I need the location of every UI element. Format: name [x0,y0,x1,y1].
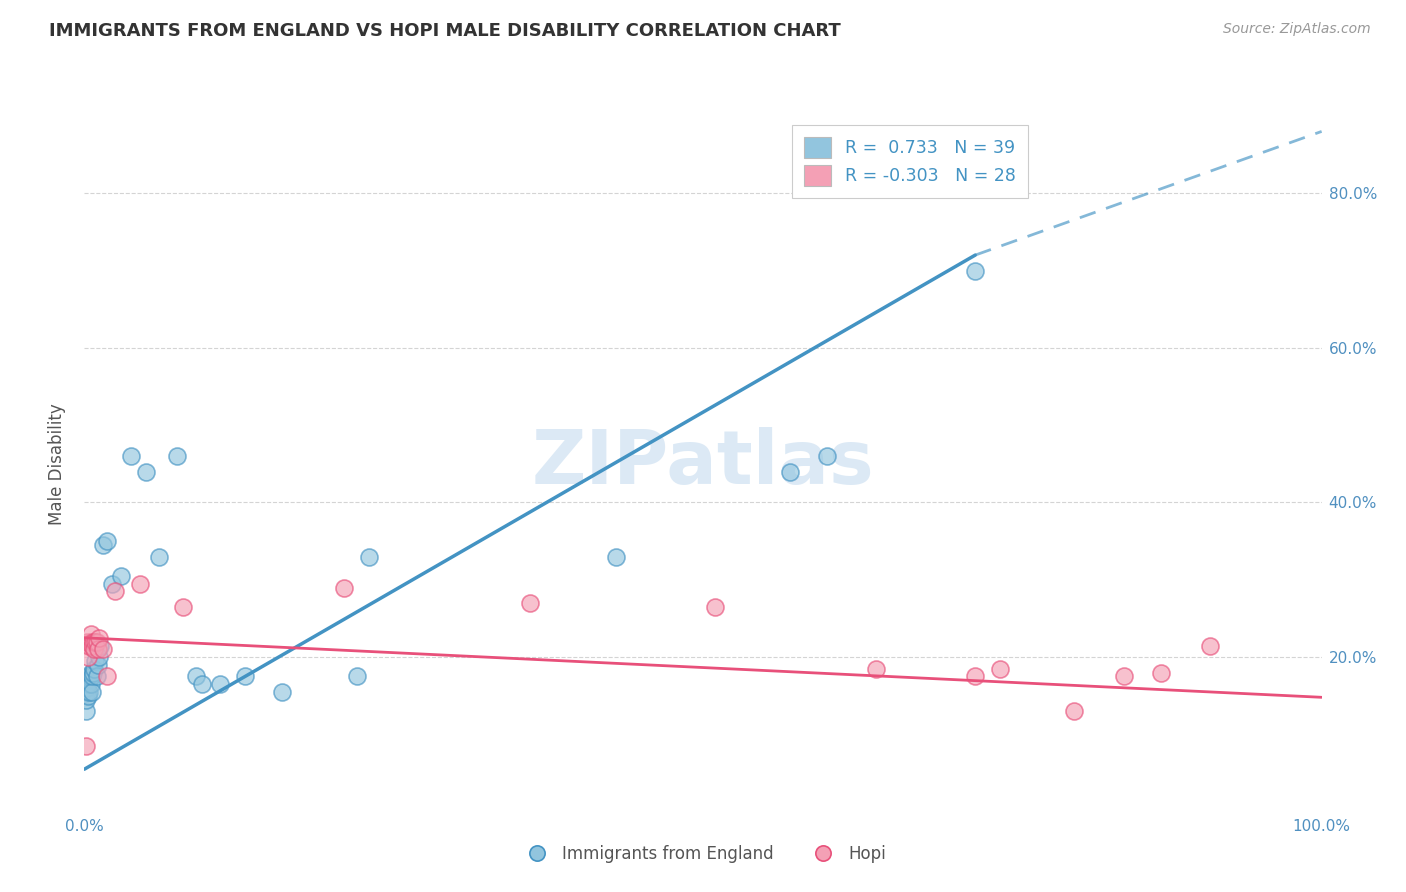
Point [129,576,152,591]
Point [100,576,122,591]
Point [83,642,105,657]
Point [79,677,101,691]
Point [865,662,887,676]
Point [184,669,207,683]
Point [346,669,368,683]
Point [75,704,97,718]
Point [82,665,104,680]
Point [79,669,101,683]
Point [84,654,107,668]
Point [1063,704,1085,718]
Point [1112,669,1135,683]
Point [988,662,1011,676]
Point [76,681,98,695]
Point [96,669,118,683]
Point [357,549,380,564]
Point [148,549,170,564]
Point [76,685,98,699]
Point [76,634,98,648]
Point [166,449,188,463]
Point [79,634,101,648]
Point [79,685,101,699]
Point [89,631,111,645]
Point [172,599,194,614]
Legend: Immigrants from England, Hopi: Immigrants from England, Hopi [513,838,893,870]
Point [75,739,97,753]
Point [965,669,987,683]
Point [110,569,132,583]
Point [96,534,118,549]
Point [120,449,142,463]
Text: Source: ZipAtlas.com: Source: ZipAtlas.com [1223,22,1371,37]
Point [89,650,111,665]
Point [87,642,110,657]
Point [89,639,111,653]
Point [80,669,103,683]
Point [1199,639,1222,653]
Point [87,657,110,672]
Point [86,669,108,683]
Point [91,538,114,552]
Point [91,642,114,657]
Point [779,465,801,479]
Point [209,677,232,691]
Point [77,689,100,703]
Point [76,673,98,688]
Point [1150,665,1173,680]
Point [191,677,214,691]
Point [271,685,294,699]
Point [79,639,101,653]
Point [82,634,104,648]
Point [333,581,356,595]
Text: IMMIGRANTS FROM ENGLAND VS HOPI MALE DISABILITY CORRELATION CHART: IMMIGRANTS FROM ENGLAND VS HOPI MALE DIS… [49,22,841,40]
Point [135,465,157,479]
Point [79,665,101,680]
Point [86,634,108,648]
Point [104,584,127,599]
Point [519,596,541,610]
Point [80,685,103,699]
Point [80,639,103,653]
Point [77,677,100,691]
Point [79,627,101,641]
Point [815,449,838,463]
Y-axis label: Male Disability: Male Disability [48,403,66,524]
Point [605,549,627,564]
Point [83,662,105,676]
Point [965,263,987,277]
Point [233,669,256,683]
Point [704,599,727,614]
Point [77,650,100,665]
Text: ZIPatlas: ZIPatlas [531,427,875,500]
Point [75,692,97,706]
Point [84,634,107,648]
